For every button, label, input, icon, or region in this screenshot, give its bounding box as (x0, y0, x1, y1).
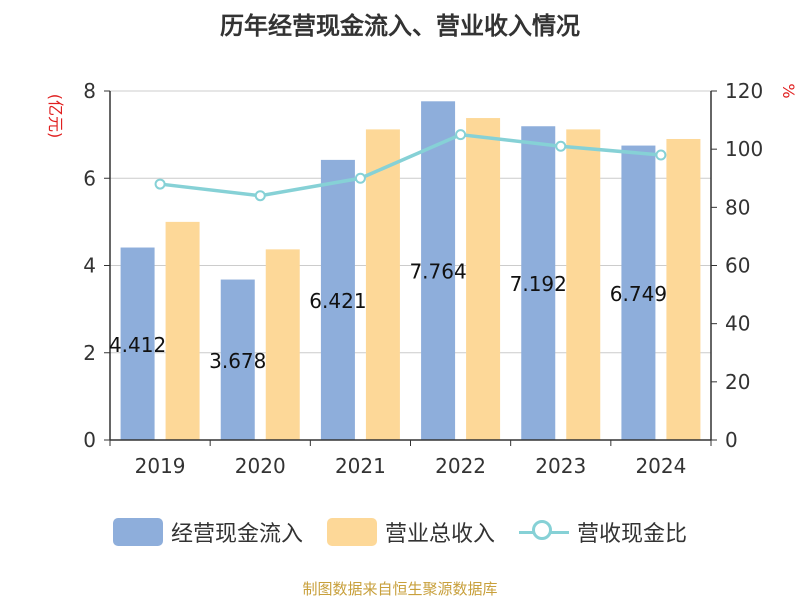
ratio-point (354, 172, 366, 184)
bar-cash-inflow (320, 159, 355, 440)
data-label-cash-inflow: 4.412 (109, 333, 166, 357)
left-axis-label: (亿元) (46, 94, 65, 139)
bar-cash-inflow (220, 279, 255, 440)
left-axis-tick-label: 8 (83, 79, 96, 103)
chart-title: 历年经营现金流入、营业收入情况 (220, 12, 580, 40)
ratio-line (159, 132, 662, 198)
legend-swatch-revenue (326, 518, 377, 546)
right-axis-label: % (779, 83, 798, 98)
bar-revenue (566, 129, 601, 440)
data-label-cash-inflow: 6.749 (610, 282, 667, 306)
ratio-point (254, 190, 266, 202)
left-axis-tick-label: 0 (83, 428, 96, 452)
data-label-cash-inflow: 7.764 (409, 260, 466, 284)
right-axis-tick-label: 20 (725, 370, 750, 394)
data-label-cash-inflow: 3.678 (209, 349, 266, 373)
ratio-point (154, 178, 166, 190)
x-axis-tick-label: 2019 (135, 454, 186, 478)
x-axis-tick-label: 2022 (435, 454, 486, 478)
x-axis-tick-label: 2023 (535, 454, 586, 478)
right-axis-tick-label: 80 (725, 195, 750, 219)
bar-cash-inflow (120, 247, 155, 440)
data-label-cash-inflow: 6.421 (309, 289, 366, 313)
x-axis-tick-label: 2020 (235, 454, 286, 478)
legend: 经营现金流入 营业总收入 营收现金比 (0, 516, 800, 548)
legend-label-revenue: 营业总收入 (384, 522, 495, 547)
legend-item-revenue[interactable]: 营业总收入 (326, 516, 495, 548)
legend-item-cash-inflow[interactable]: 经营现金流入 (112, 516, 303, 548)
bar-revenue (265, 249, 300, 440)
bar-cash-inflow (421, 101, 456, 440)
left-axis-tick-label: 6 (83, 166, 96, 190)
right-axis-tick-label: 100 (725, 137, 763, 161)
x-axis-tick-label: 2024 (635, 454, 686, 478)
bar-revenue (365, 129, 400, 440)
ratio-point (655, 149, 667, 161)
ratio-point (455, 129, 467, 141)
left-axis-tick-label: 4 (83, 254, 96, 278)
ratio-point (555, 140, 567, 152)
bar-revenue (165, 221, 200, 440)
source-note: 制图数据来自恒生聚源数据库 (302, 580, 498, 598)
x-axis-tick-label: 2021 (335, 454, 386, 478)
bar-cash-inflow (521, 126, 556, 441)
right-axis-tick-label: 40 (725, 312, 750, 336)
right-axis-tick-label: 0 (725, 428, 738, 452)
legend-item-ratio[interactable]: 营收现金比 (519, 516, 687, 548)
left-axis-tick-label: 2 (83, 341, 96, 365)
bar-cash-inflow (621, 145, 656, 440)
bar-revenue (666, 138, 701, 441)
legend-swatch-cash-inflow (112, 518, 163, 546)
right-axis-tick-label: 120 (725, 79, 763, 103)
right-axis-tick-label: 60 (725, 254, 750, 278)
legend-label-cash-inflow: 经营现金流入 (170, 522, 303, 547)
legend-label-ratio: 营收现金比 (577, 522, 688, 547)
bar-revenue (466, 118, 501, 441)
legend-swatch-ratio (519, 518, 569, 546)
data-label-cash-inflow: 7.192 (510, 272, 567, 296)
